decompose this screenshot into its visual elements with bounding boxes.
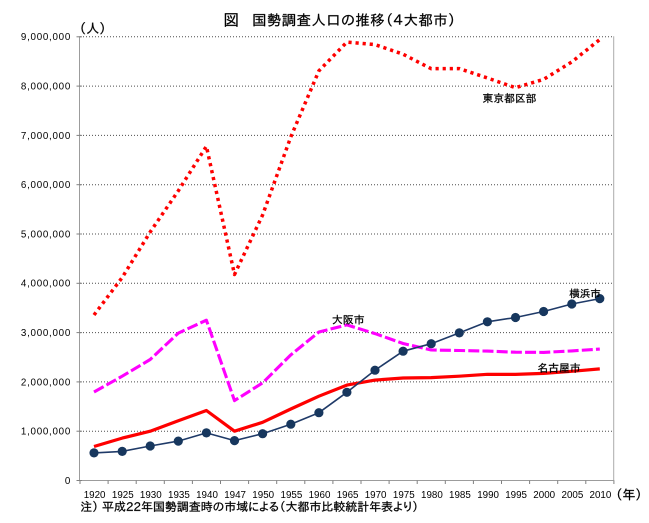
svg-text:0: 0 bbox=[65, 476, 71, 487]
svg-text:1920: 1920 bbox=[84, 490, 106, 501]
svg-text:4,000,000: 4,000,000 bbox=[21, 279, 71, 290]
svg-text:5,000,000: 5,000,000 bbox=[21, 229, 71, 240]
svg-text:1965: 1965 bbox=[337, 490, 359, 501]
svg-text:2000: 2000 bbox=[533, 490, 555, 501]
svg-text:1947: 1947 bbox=[224, 490, 246, 501]
svg-text:3,000,000: 3,000,000 bbox=[21, 328, 71, 339]
svg-text:2,000,000: 2,000,000 bbox=[21, 377, 71, 388]
svg-text:1980: 1980 bbox=[421, 490, 443, 501]
svg-text:1,000,000: 1,000,000 bbox=[21, 427, 71, 438]
svg-text:1935: 1935 bbox=[168, 490, 190, 501]
svg-text:8,000,000: 8,000,000 bbox=[21, 82, 71, 93]
svg-text:1960: 1960 bbox=[309, 490, 331, 501]
svg-text:1930: 1930 bbox=[140, 490, 162, 501]
svg-text:1955: 1955 bbox=[281, 490, 303, 501]
svg-text:1940: 1940 bbox=[196, 490, 218, 501]
svg-text:2010: 2010 bbox=[590, 490, 612, 501]
svg-text:1970: 1970 bbox=[365, 490, 387, 501]
svg-text:1925: 1925 bbox=[112, 490, 134, 501]
svg-text:1950: 1950 bbox=[252, 490, 274, 501]
svg-text:1995: 1995 bbox=[505, 490, 527, 501]
svg-text:6,000,000: 6,000,000 bbox=[21, 180, 71, 191]
svg-text:7,000,000: 7,000,000 bbox=[21, 131, 71, 142]
svg-text:1985: 1985 bbox=[449, 490, 471, 501]
svg-text:1990: 1990 bbox=[477, 490, 499, 501]
svg-text:1975: 1975 bbox=[393, 490, 415, 501]
svg-text:9,000,000: 9,000,000 bbox=[21, 32, 71, 43]
svg-text:2005: 2005 bbox=[562, 490, 584, 501]
